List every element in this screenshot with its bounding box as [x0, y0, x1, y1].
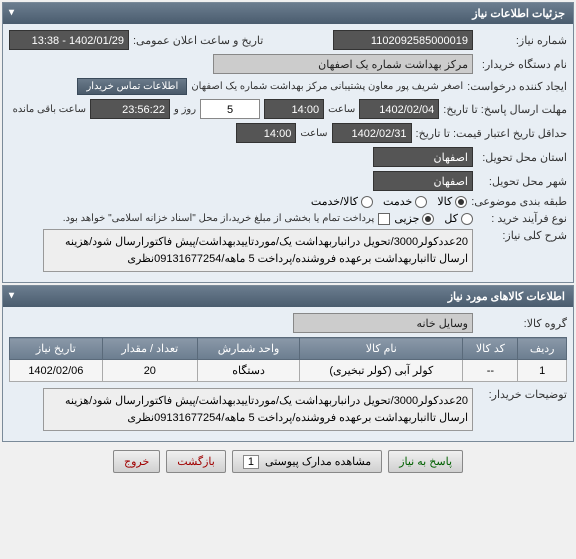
process-partial-label: جزیی	[394, 212, 419, 225]
th-name: نام کالا	[300, 338, 463, 360]
category-service-radio[interactable]: خدمت	[383, 195, 427, 208]
category-goods-service-label: کالا/خدمت	[311, 195, 358, 208]
goods-panel: اطلاعات کالاهای مورد نیاز ▾ گروه کالا: و…	[2, 285, 574, 442]
goods-panel-body: گروه کالا: وسایل خانه ردیف کد کالا نام ک…	[3, 307, 573, 441]
attachments-label: مشاهده مدارک پیوستی	[265, 456, 371, 468]
province-field: اصفهان	[373, 147, 473, 167]
goods-panel-header[interactable]: اطلاعات کالاهای مورد نیاز ▾	[3, 286, 573, 307]
creator-field: اصغر شریف پور معاون پشتیبانی مرکز بهداشت…	[191, 81, 463, 92]
respond-button[interactable]: پاسخ به نیاز	[388, 450, 463, 473]
radio-checked-icon	[422, 213, 434, 225]
deadline-hour-field: 14:00	[264, 99, 324, 119]
goods-group-label: گروه کالا:	[477, 317, 567, 330]
goods-panel-title: اطلاعات کالاهای مورد نیاز	[448, 291, 565, 303]
attachments-button[interactable]: مشاهده مدارک پیوستی 1	[232, 450, 382, 473]
cell-name: کولر آبی (کولر تبخیری)	[300, 360, 463, 382]
need-number-field: 1102092585000019	[333, 30, 473, 50]
process-note: پرداخت تمام یا بخشی از مبلغ خرید،از محل …	[63, 213, 375, 224]
deadline-date-field: 1402/02/04	[359, 99, 439, 119]
attachments-count: 1	[243, 455, 259, 469]
creator-label: ایجاد کننده درخواست:	[467, 80, 567, 93]
category-label: طبقه بندی موضوعی:	[471, 195, 567, 208]
main-panel-header[interactable]: جزئیات اطلاعات نیاز ▾	[3, 3, 573, 24]
deadline-label: مهلت ارسال پاسخ: تا تاریخ:	[443, 103, 567, 116]
category-goods-radio[interactable]: کالا	[437, 195, 467, 208]
contact-buyer-button[interactable]: اطلاعات تماس خریدار	[77, 78, 187, 95]
th-unit: واحد شمارش	[197, 338, 299, 360]
cell-qty: 20	[102, 360, 197, 382]
hour-label-1: ساعت	[328, 104, 355, 115]
process-full-label: کل	[444, 212, 458, 225]
exit-button[interactable]: خروج	[113, 450, 160, 473]
cell-unit: دستگاه	[197, 360, 299, 382]
category-service-label: خدمت	[383, 195, 412, 208]
buyer-notes-label: توضیحات خریدار:	[477, 388, 567, 401]
main-panel-title: جزئیات اطلاعات نیاز	[472, 8, 565, 20]
main-panel-body: شماره نیاز: 1102092585000019 تاریخ و ساع…	[3, 24, 573, 282]
announce-date-label: تاریخ و ساعت اعلان عمومی:	[133, 34, 263, 47]
cell-code: --	[463, 360, 518, 382]
hour-label-2: ساعت	[300, 128, 327, 139]
remaining-days-field: 5	[200, 99, 260, 119]
need-number-label: شماره نیاز:	[477, 34, 567, 47]
validity-date-field: 1402/02/31	[332, 123, 412, 143]
buyer-device-label: نام دستگاه خریدار:	[477, 58, 567, 71]
delivery-city-label: شهر محل تحویل:	[477, 175, 567, 188]
category-radio-group: کالا خدمت کالا/خدمت	[311, 195, 467, 208]
day-and-label: روز و	[174, 104, 196, 115]
process-partial-radio[interactable]: جزیی	[394, 212, 434, 225]
goods-group-field: وسایل خانه	[293, 313, 473, 333]
collapse-icon[interactable]: ▾	[9, 7, 14, 18]
process-type-label: نوع فرآیند خرید :	[477, 212, 567, 225]
delivery-city-field: اصفهان	[373, 171, 473, 191]
radio-icon	[461, 213, 473, 225]
radio-icon	[361, 196, 373, 208]
cell-row: 1	[518, 360, 567, 382]
buyer-notes-box: 20عددکولر3000/تحویل درانباربهداشت یک/مور…	[43, 388, 473, 431]
th-date: تاریخ نیاز	[10, 338, 103, 360]
radio-icon	[415, 196, 427, 208]
validity-hour-field: 14:00	[236, 123, 296, 143]
treasury-checkbox[interactable]	[378, 213, 390, 225]
cell-date: 1402/02/06	[10, 360, 103, 382]
table-header-row: ردیف کد کالا نام کالا واحد شمارش تعداد /…	[10, 338, 567, 360]
need-desc-label: شرح کلی نیاز:	[477, 229, 567, 242]
back-button[interactable]: بازگشت	[166, 450, 226, 473]
category-goods-label: کالا	[437, 195, 452, 208]
main-panel: جزئیات اطلاعات نیاز ▾ شماره نیاز: 110209…	[2, 2, 574, 283]
remaining-suffix: ساعت باقی مانده	[13, 104, 86, 115]
radio-checked-icon	[455, 196, 467, 208]
collapse-icon[interactable]: ▾	[9, 290, 14, 301]
remaining-time-field: 23:56:22	[90, 99, 170, 119]
buyer-device-field: مرکز بهداشت شماره یک اصفهان	[213, 54, 473, 74]
need-desc-box: 20عددکولر3000/تحویل درانباربهداشت یک/مور…	[43, 229, 473, 272]
button-bar: پاسخ به نیاز مشاهده مدارک پیوستی 1 بازگش…	[0, 444, 576, 479]
process-radio-group: کل جزیی	[394, 212, 473, 225]
process-full-radio[interactable]: کل	[444, 212, 473, 225]
th-code: کد کالا	[463, 338, 518, 360]
announce-date-field: 1402/01/29 - 13:38	[9, 30, 129, 50]
th-row: ردیف	[518, 338, 567, 360]
goods-table: ردیف کد کالا نام کالا واحد شمارش تعداد /…	[9, 337, 567, 382]
category-goods-service-radio[interactable]: کالا/خدمت	[311, 195, 373, 208]
province-label: استان محل تحویل:	[477, 151, 567, 164]
th-qty: تعداد / مقدار	[102, 338, 197, 360]
table-row[interactable]: 1 -- کولر آبی (کولر تبخیری) دستگاه 20 14…	[10, 360, 567, 382]
validity-label: حداقل تاریخ اعتبار قیمت: تا تاریخ:	[416, 127, 567, 140]
